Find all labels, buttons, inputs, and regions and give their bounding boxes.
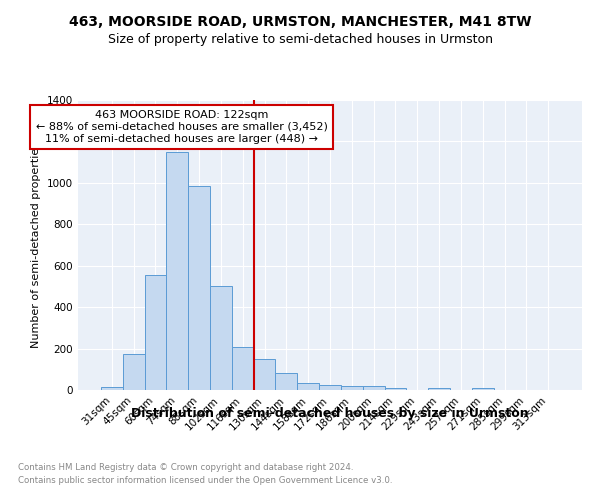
Bar <box>341 386 363 390</box>
Bar <box>145 275 166 390</box>
Text: Contains public sector information licensed under the Open Government Licence v3: Contains public sector information licen… <box>18 476 392 485</box>
Bar <box>319 386 341 390</box>
Text: Distribution of semi-detached houses by size in Urmston: Distribution of semi-detached houses by … <box>131 408 529 420</box>
Bar <box>123 354 145 390</box>
Bar <box>210 286 232 390</box>
Bar <box>188 186 210 390</box>
Bar <box>297 383 319 390</box>
Text: 463 MOORSIDE ROAD: 122sqm
← 88% of semi-detached houses are smaller (3,452)
11% : 463 MOORSIDE ROAD: 122sqm ← 88% of semi-… <box>35 110 328 144</box>
Text: Contains HM Land Registry data © Crown copyright and database right 2024.: Contains HM Land Registry data © Crown c… <box>18 464 353 472</box>
Bar <box>254 360 275 390</box>
Bar <box>385 388 406 390</box>
Bar <box>472 388 494 390</box>
Text: Size of property relative to semi-detached houses in Urmston: Size of property relative to semi-detach… <box>107 32 493 46</box>
Bar <box>232 346 254 390</box>
Text: 463, MOORSIDE ROAD, URMSTON, MANCHESTER, M41 8TW: 463, MOORSIDE ROAD, URMSTON, MANCHESTER,… <box>69 15 531 29</box>
Bar <box>101 387 123 390</box>
Y-axis label: Number of semi-detached properties: Number of semi-detached properties <box>31 142 41 348</box>
Bar <box>428 388 450 390</box>
Bar <box>363 386 385 390</box>
Bar <box>275 374 297 390</box>
Bar <box>166 152 188 390</box>
